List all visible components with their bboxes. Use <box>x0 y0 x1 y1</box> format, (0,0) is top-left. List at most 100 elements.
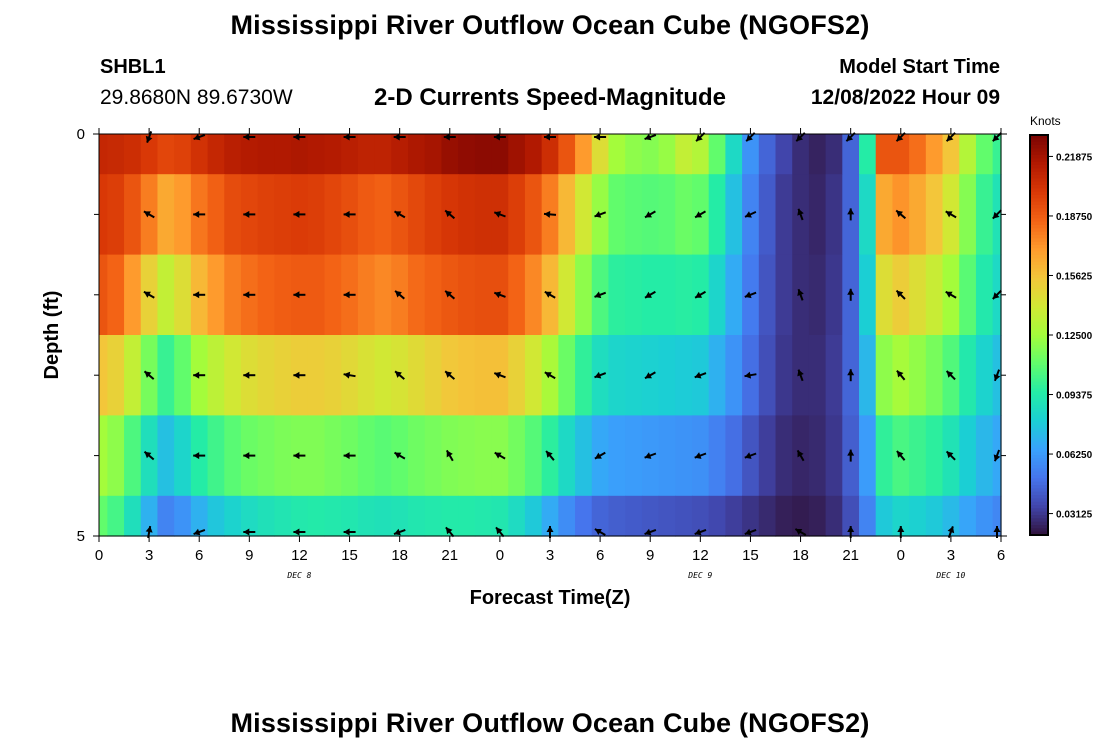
colorbar-segment <box>1030 518 1048 523</box>
heatmap-cell <box>909 254 927 336</box>
x-tick-label: 9 <box>245 547 253 564</box>
colorbar-segment <box>1030 391 1048 396</box>
arrow-head <box>594 211 602 218</box>
arrow-head <box>795 529 803 535</box>
arrow-head <box>846 134 854 142</box>
heatmap-cell <box>291 495 309 537</box>
heatmap-cell <box>875 174 894 256</box>
arrow-head <box>293 371 300 379</box>
heatmap-cell <box>157 335 175 416</box>
heatmap-cell <box>140 495 159 537</box>
colorbar-tick-label: 0.15625 <box>1056 271 1093 282</box>
colorbar-segment <box>1030 231 1048 236</box>
arrow-head <box>847 369 855 376</box>
heatmap-cell <box>508 134 526 175</box>
heatmap-cell <box>625 335 643 416</box>
heatmap-cell <box>357 254 376 336</box>
colorbar-segment <box>1030 485 1048 489</box>
heatmap-cell <box>324 254 342 336</box>
heatmap-cell <box>909 335 927 416</box>
heatmap-cell <box>157 134 175 175</box>
colorbar-segment <box>1030 491 1048 496</box>
colorbar-segment <box>1030 255 1048 259</box>
heatmap-cell <box>591 495 610 537</box>
arrow-head <box>343 133 350 141</box>
heatmap-cell <box>257 415 275 497</box>
heatmap-cell <box>959 134 977 175</box>
x-tick-label: 12 <box>291 547 308 564</box>
heatmap-cell <box>99 495 108 537</box>
x-tick-label: 9 <box>646 547 654 564</box>
heatmap-cell <box>675 495 693 537</box>
colorbar-segment <box>1030 175 1048 179</box>
heatmap-cell <box>825 254 843 336</box>
arrow-head <box>144 451 152 459</box>
heatmap-cell <box>391 134 409 175</box>
heatmap-cell <box>775 254 793 336</box>
heatmap-cell <box>124 134 142 175</box>
current-arrow <box>694 528 707 536</box>
colorbar-segment <box>1030 358 1048 363</box>
colorbar-segment <box>1030 435 1048 439</box>
heatmap-cell <box>641 134 660 175</box>
arrow-head <box>947 526 955 534</box>
arrow-head <box>544 372 552 379</box>
heatmap-cell <box>658 174 676 256</box>
colorbar-tick-label: 0.12500 <box>1056 331 1093 342</box>
colorbar-segment <box>1030 511 1048 516</box>
heatmap-cell <box>892 495 910 537</box>
heatmap-cell <box>240 495 259 537</box>
current-arrow <box>544 371 556 380</box>
current-arrow <box>193 133 206 141</box>
heatmap-cell <box>708 174 726 256</box>
colorbar-segment <box>1030 251 1048 256</box>
heatmap-cell <box>975 415 994 497</box>
colorbar-segment <box>1030 215 1048 219</box>
current-arrow <box>694 452 707 459</box>
heatmap-cell <box>859 495 877 537</box>
heatmap-cell <box>658 134 676 175</box>
colorbar-segment <box>1030 471 1048 476</box>
current-arrow <box>945 450 956 461</box>
colorbar-segment <box>1030 508 1048 513</box>
heatmap-cell <box>792 495 810 537</box>
heatmap-cell <box>107 134 125 175</box>
heatmap <box>99 134 1002 537</box>
current-arrow <box>945 370 956 381</box>
heatmap-cell <box>491 134 509 175</box>
colorbar: 0.03125 0.06250 0.09375 0.12500 0.15625 0.187… <box>1029 114 1093 536</box>
colorbar-segment <box>1030 345 1048 349</box>
colorbar-segment <box>1030 151 1048 156</box>
heatmap-cell <box>859 174 877 256</box>
heatmap-cell <box>641 495 660 537</box>
current-arrow <box>493 211 506 218</box>
heatmap-cell <box>408 174 426 256</box>
arrow-head <box>744 371 752 379</box>
heatmap-cell <box>224 174 242 256</box>
heatmap-cell <box>257 174 275 256</box>
colorbar-segment <box>1030 268 1048 273</box>
colorbar-segment <box>1030 415 1048 419</box>
arrow-head <box>645 291 652 298</box>
heatmap-cell <box>558 415 576 497</box>
colorbar-segment <box>1030 531 1048 536</box>
heatmap-cell <box>524 254 543 336</box>
colorbar-segment <box>1030 155 1048 159</box>
arrow-head <box>394 452 402 459</box>
heatmap-cell <box>458 335 476 416</box>
colorbar-segment <box>1030 228 1048 233</box>
current-arrow <box>243 210 256 218</box>
heatmap-cell <box>675 254 693 336</box>
current-arrow <box>393 133 406 141</box>
heatmap-cell <box>825 495 843 537</box>
current-arrow <box>594 211 607 218</box>
colorbar-segment <box>1030 211 1048 216</box>
current-arrow <box>394 290 405 300</box>
current-arrow <box>945 290 957 299</box>
arrow-head <box>243 133 250 141</box>
colorbar-segment <box>1030 178 1048 183</box>
colorbar-segment <box>1030 465 1048 469</box>
current-arrow <box>343 291 356 299</box>
heatmap-cell <box>708 134 726 175</box>
colorbar-segment <box>1030 278 1048 283</box>
